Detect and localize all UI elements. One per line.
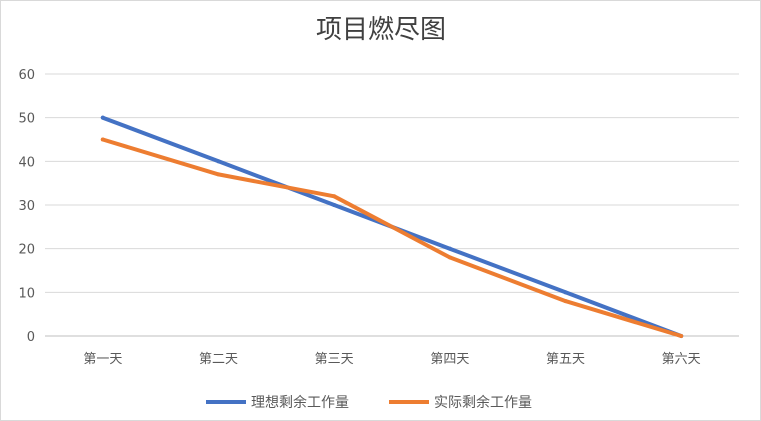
x-category-label: 第三天 — [315, 352, 354, 367]
legend-label-1: 理想剩余工作量 — [251, 394, 349, 411]
x-axis-categories: 第一天 第二天 第三天 第四天 第五天 第六天 — [83, 352, 700, 367]
data-point — [447, 255, 452, 260]
x-category-label: 第二天 — [199, 352, 238, 367]
x-category-label: 第四天 — [430, 352, 469, 367]
data-point — [563, 299, 568, 304]
y-axis-ticks: 0 10 20 30 40 50 60 — [18, 68, 35, 345]
series-lines — [100, 115, 684, 338]
y-tick-label: 20 — [18, 243, 35, 258]
data-point — [563, 290, 568, 295]
data-point — [679, 334, 684, 338]
data-point — [332, 194, 337, 199]
data-point — [332, 203, 337, 207]
data-point — [216, 159, 221, 164]
x-category-label: 第五天 — [546, 352, 585, 367]
legend-label-2: 实际剩余工作量 — [434, 394, 532, 411]
y-tick-label: 60 — [18, 68, 35, 83]
x-category-label: 第六天 — [662, 352, 701, 367]
gridlines — [45, 73, 739, 337]
series-line-2 — [100, 137, 684, 338]
y-tick-label: 10 — [18, 286, 35, 301]
legend: 理想剩余工作量 实际剩余工作量 — [206, 394, 532, 411]
data-point — [100, 137, 105, 142]
chart-title: 项目燃尽图 — [316, 15, 446, 45]
y-tick-label: 50 — [18, 112, 35, 127]
data-point — [447, 246, 452, 251]
data-point — [216, 172, 221, 177]
x-category-label: 第一天 — [83, 352, 122, 367]
y-tick-label: 30 — [18, 199, 35, 214]
y-tick-label: 40 — [18, 155, 35, 170]
y-tick-label: 0 — [27, 330, 35, 345]
data-point — [100, 115, 105, 120]
